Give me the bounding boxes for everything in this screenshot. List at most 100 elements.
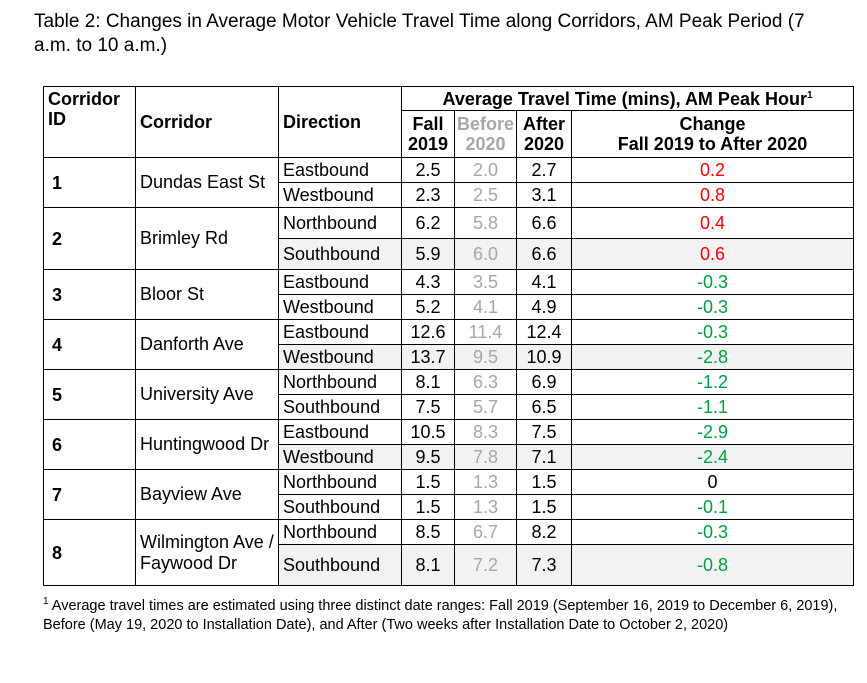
direction-cell: Westbound [278,294,402,320]
table-row: Westbound 13.7 9.5 10.9 -2.8 [44,344,855,370]
header-before-2020: Before 2020 [454,110,517,158]
before-2020-cell: 5.8 [454,207,517,239]
corridor-id-cell: 2 [43,207,136,270]
fall-2019-cell: 2.3 [401,182,455,208]
fall-2019-cell: 5.9 [401,238,455,270]
footnote-text: Average travel times are estimated using… [43,598,838,633]
after-2020-cell: 6.6 [516,207,572,239]
direction-cell: Northbound [278,207,402,239]
direction-cell: Westbound [278,344,402,370]
before-2020-cell: 11.4 [454,319,517,345]
after-2020-cell: 12.4 [516,319,572,345]
before-2020-cell: 9.5 [454,344,517,370]
fall-2019-cell: 9.5 [401,444,455,470]
before-2020-cell: 1.3 [454,494,517,520]
after-2020-cell: 2.7 [516,157,572,183]
change-cell: 0.4 [570,207,855,239]
table-row: Westbound 5.2 4.1 4.9 -0.3 [44,294,855,320]
after-2020-cell: 6.9 [516,369,572,395]
before-2020-cell: 5.7 [454,394,517,420]
table-row: 1 Dundas East St Eastbound 2.5 2.0 2.7 0.2 [43,157,855,208]
header-average-travel-time: Average Travel Time (mins), AM Peak Hour… [400,86,855,111]
after-2020-cell: 6.6 [516,238,572,270]
direction-cell: Southbound [278,544,402,586]
change-cell: 0 [570,469,855,495]
before-2020-cell: 7.8 [454,444,517,470]
table-row: Westbound 9.5 7.8 7.1 -2.4 [44,444,855,470]
before-2020-cell: 8.3 [454,419,517,445]
travel-time-table: Corridor ID Corridor Direction Average T… [43,86,855,586]
corridor-name-cell: Dundas East St [135,157,279,208]
header-change: Change Fall 2019 to After 2020 [570,110,855,158]
table-row: 2 Brimley Rd Northbound 6.2 5.8 6.6 0.4 [43,207,855,270]
fall-2019-cell: 4.3 [401,269,455,295]
header-before-label: Before [456,114,514,134]
direction-cell: Eastbound [278,157,402,183]
fall-2019-cell: 12.6 [401,319,455,345]
table-row: Southbound 7.5 5.7 6.5 -1.1 [44,394,855,420]
after-2020-cell: 7.1 [516,444,572,470]
fall-2019-cell: 1.5 [401,469,455,495]
before-2020-cell: 6.7 [454,519,517,545]
direction-cell: Southbound [278,394,402,420]
after-2020-cell: 3.1 [516,182,572,208]
fall-2019-cell: 7.5 [401,394,455,420]
change-cell: 0.2 [570,157,855,183]
change-cell: -1.1 [570,394,855,420]
direction-cell: Westbound [278,444,402,470]
after-2020-cell: 4.1 [516,269,572,295]
direction-cell: Southbound [278,494,402,520]
table-row: 6 Huntingwood Dr Eastbound 10.5 8.3 7.5 -2.9 [43,419,855,470]
before-2020-cell: 6.3 [454,369,517,395]
table-row: Southbound 5.9 6.0 6.6 0.6 [44,238,855,270]
corridor-name-cell: Wilmington Ave / Faywood Dr [135,519,279,586]
after-2020-cell: 7.5 [516,419,572,445]
header-after-label: After [522,114,565,134]
before-2020-cell: 6.0 [454,238,517,270]
corridor-id-cell: 3 [43,269,136,320]
corridor-id-cell: 7 [43,469,136,520]
corridor-id-cell: 8 [43,519,136,586]
header-fall-label: Fall [412,114,444,134]
corridor-id-cell: 4 [43,319,136,370]
change-cell: -0.3 [570,519,855,545]
corridor-name-cell: Brimley Rd [135,207,279,270]
direction-cell: Northbound [278,369,402,395]
footnote: 1 Average travel times are estimated usi… [43,597,843,635]
after-2020-cell: 1.5 [516,494,572,520]
change-cell: 0.8 [570,182,855,208]
direction-cell: Eastbound [278,419,402,445]
corridor-name-cell: University Ave [135,369,279,420]
footnote-ref: 1 [806,89,813,101]
table-row: Westbound 2.3 2.5 3.1 0.8 [44,182,855,208]
fall-2019-cell: 8.1 [401,544,455,586]
direction-cell: Northbound [278,469,402,495]
after-2020-cell: 4.9 [516,294,572,320]
header-corridor-id: Corridor ID [43,86,136,158]
footnote-mark: 1 [43,596,49,608]
fall-2019-cell: 13.7 [401,344,455,370]
header-fall-year: 2019 [407,134,449,154]
header-group-label: Average Travel Time (mins), AM Peak Hour [442,88,807,109]
header-fall-2019: Fall 2019 [401,110,455,158]
header-direction: Direction [278,86,402,158]
change-cell: -0.1 [570,494,855,520]
before-2020-cell: 7.2 [454,544,517,586]
change-cell: -0.3 [570,319,855,345]
table-row: Southbound 1.5 1.3 1.5 -0.1 [44,494,855,520]
corridor-id-cell: 5 [43,369,136,420]
header-after-2020: After 2020 [516,110,572,158]
change-cell: -2.4 [570,444,855,470]
header-corridor: Corridor [135,86,279,158]
table-row: 7 Bayview Ave Northbound 1.5 1.3 1.5 0 [43,469,855,520]
before-2020-cell: 3.5 [454,269,517,295]
corridor-name-cell: Huntingwood Dr [135,419,279,470]
corridor-name-cell: Bloor St [135,269,279,320]
after-2020-cell: 6.5 [516,394,572,420]
direction-cell: Eastbound [278,319,402,345]
before-2020-cell: 2.5 [454,182,517,208]
corridor-name-cell: Danforth Ave [135,319,279,370]
fall-2019-cell: 1.5 [401,494,455,520]
table-row: 3 Bloor St Eastbound 4.3 3.5 4.1 -0.3 [43,269,855,320]
change-cell: -0.3 [570,294,855,320]
